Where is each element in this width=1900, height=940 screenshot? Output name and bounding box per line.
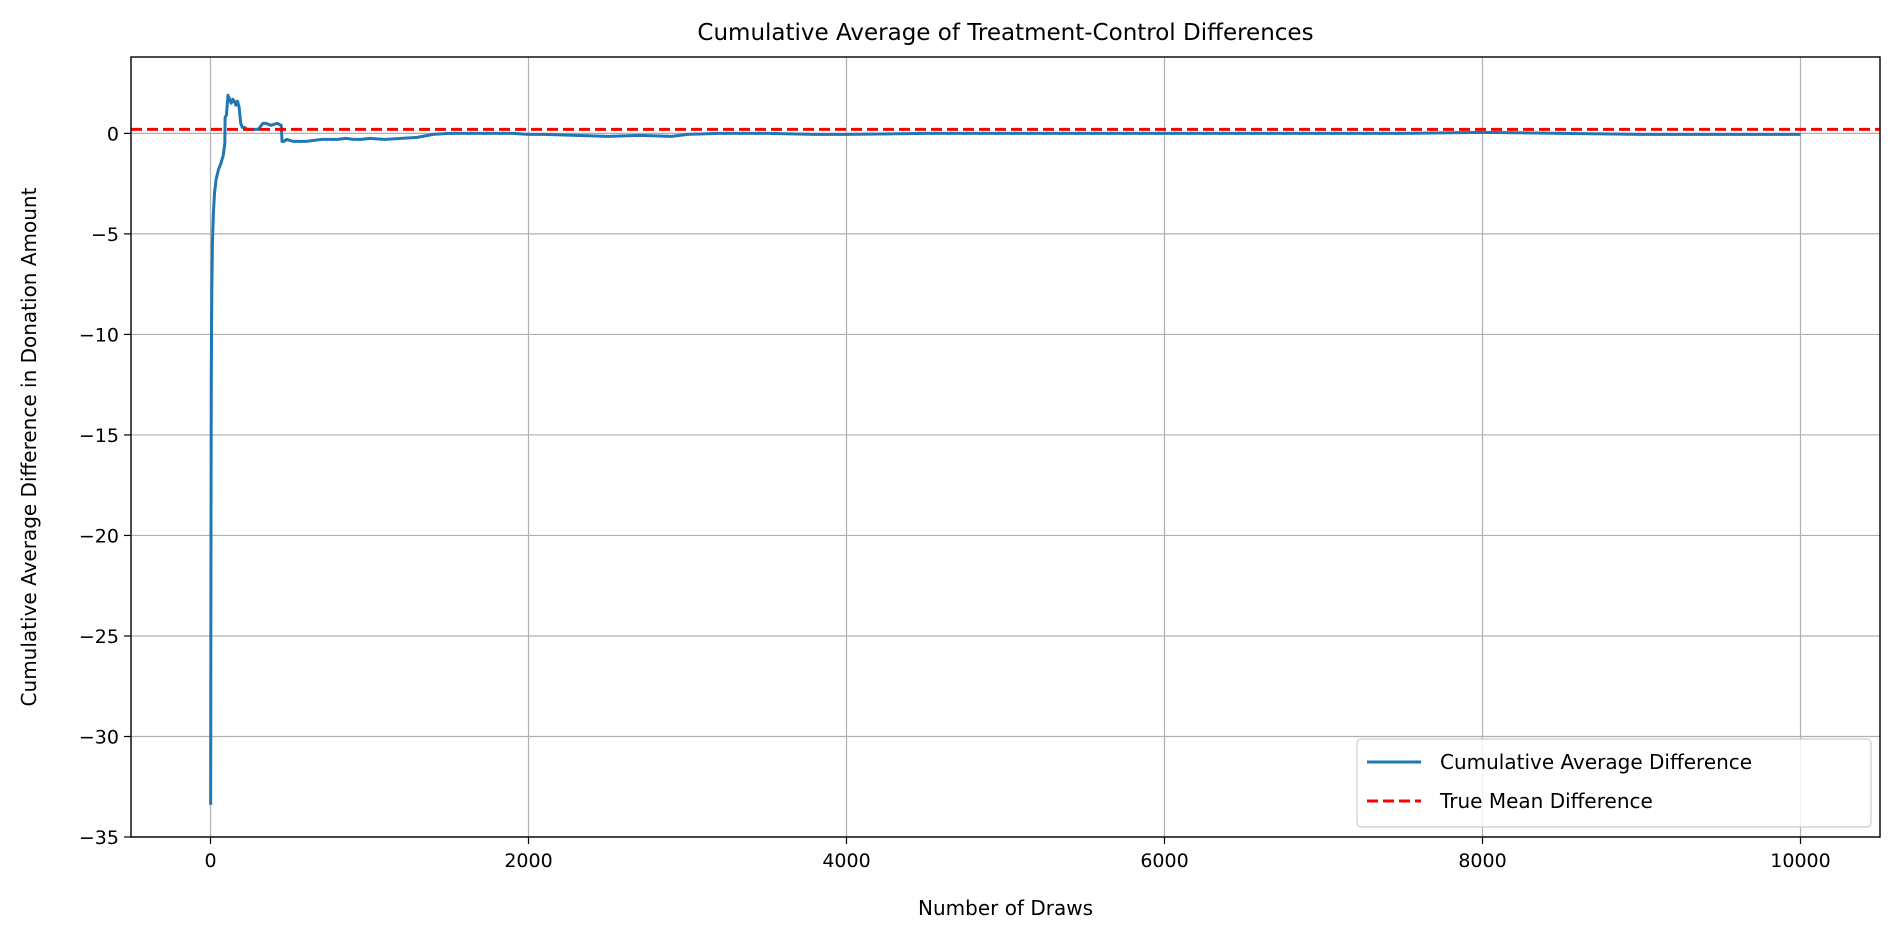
series-line-cumulative-average xyxy=(209,93,1801,805)
y-tick-label: −10 xyxy=(79,324,119,346)
y-tick-label: −25 xyxy=(79,626,119,648)
plot-frame xyxy=(130,56,1881,838)
y-tick-label: 0 xyxy=(107,123,119,145)
x-axis-title: Number of Draws xyxy=(918,896,1093,920)
legend-label-true-mean: True Mean Difference xyxy=(1439,789,1653,813)
y-tick-label: −30 xyxy=(79,726,119,748)
y-tick-label: −15 xyxy=(79,425,119,447)
y-tick-label: −5 xyxy=(91,224,119,246)
x-tick-label: 8000 xyxy=(1458,850,1506,872)
x-tick-label: 4000 xyxy=(822,850,870,872)
tick-layer: 0 2000 4000 6000 8000 10000 0 −5 −10 −15 −20 −25 −30… xyxy=(79,123,1831,872)
y-axis-title: Cumulative Average Difference in Donatio… xyxy=(17,187,41,706)
series-layer xyxy=(131,93,1880,805)
x-tick-label: 6000 xyxy=(1140,850,1188,872)
x-tick-label: 2000 xyxy=(504,850,552,872)
x-tick-label: 10000 xyxy=(1770,850,1830,872)
x-tick-label: 0 xyxy=(204,850,216,872)
y-tick-label: −20 xyxy=(79,525,119,547)
grid-layer xyxy=(131,57,1880,838)
legend-label-cumulative: Cumulative Average Difference xyxy=(1440,750,1752,774)
y-tick-label: −35 xyxy=(79,827,119,849)
legend-box xyxy=(1356,738,1872,828)
chart-title: Cumulative Average of Treatment-Control … xyxy=(697,20,1313,46)
legend: Cumulative Average Difference True Mean … xyxy=(1356,738,1872,828)
